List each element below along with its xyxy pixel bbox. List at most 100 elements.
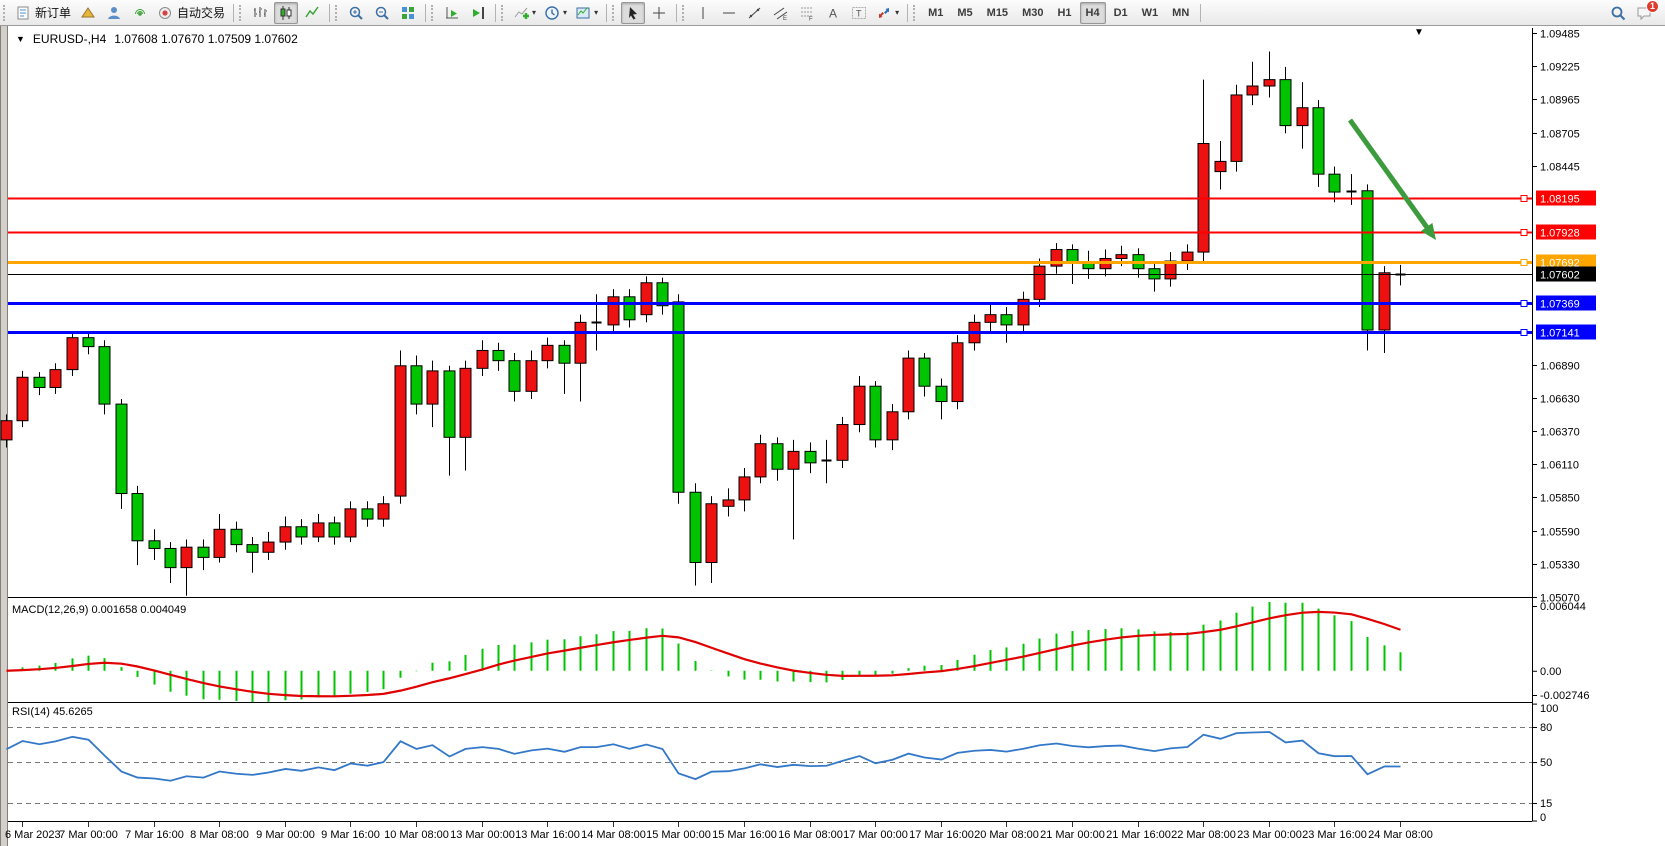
candle-body (1378, 272, 1391, 331)
chat-button[interactable]: 1 (1632, 0, 1659, 24)
chevron-down-icon[interactable]: ▾ (594, 8, 599, 17)
tf-button-m15[interactable]: M15 (981, 2, 1014, 24)
candle-body (492, 349, 505, 362)
line-chart-button[interactable] (300, 2, 324, 24)
candle-body (1115, 254, 1128, 259)
candle-body (82, 337, 95, 348)
candle-body (869, 385, 882, 441)
candle-body (672, 301, 685, 493)
arrow-annotation[interactable] (1347, 118, 1433, 234)
chevron-down-icon[interactable]: ▾ (895, 8, 900, 17)
autotrading-button[interactable]: 自动交易 (154, 2, 228, 24)
time-tick-label: 17 Mar 16:00 (909, 829, 974, 841)
toolbar-grip (3, 4, 8, 21)
linechart-icon (304, 5, 320, 21)
trendline-button[interactable] (743, 2, 767, 24)
fibonacci-button[interactable]: F (795, 2, 819, 24)
text-button[interactable]: A (821, 2, 845, 24)
candle-body (754, 443, 767, 478)
candle-body (197, 546, 210, 558)
price-tick-label: 1.06890 (1540, 361, 1580, 373)
bar-chart-button[interactable] (248, 2, 272, 24)
svg-text:F: F (809, 16, 813, 21)
cursor-button[interactable] (621, 1, 646, 24)
candlestick-chart-button[interactable] (274, 1, 299, 24)
equidistant-channel-button[interactable]: E (769, 2, 793, 24)
tiles-icon (400, 5, 416, 21)
zoom-in-button[interactable] (344, 2, 368, 24)
chevron-down-icon[interactable]: ▾ (532, 8, 537, 17)
toolbar-separator (425, 3, 427, 22)
line-handle[interactable] (1520, 259, 1528, 266)
arrows-icon (876, 5, 892, 21)
tile-windows-button[interactable] (396, 2, 420, 24)
templates-button[interactable]: ▾ (572, 2, 601, 24)
signals-button[interactable] (128, 2, 152, 24)
search-button[interactable] (1606, 2, 1630, 24)
person-icon (106, 5, 122, 21)
tf-button-m5[interactable]: M5 (951, 2, 978, 24)
price-line-tag-label: 1.07141 (1540, 328, 1580, 340)
time-tick-label: 20 Mar 08:00 (974, 829, 1039, 841)
vertical-line-button[interactable] (691, 2, 715, 24)
macd-axis-label: 0.006044 (1540, 601, 1586, 613)
candle-body (279, 526, 292, 543)
candle-body (607, 296, 620, 326)
notification-badge: 1 (1645, 0, 1659, 13)
tf-button-m30[interactable]: M30 (1016, 2, 1049, 24)
new-order-button-label: 新订单 (35, 6, 72, 20)
chevron-down-icon[interactable]: ▾ (563, 8, 568, 17)
cursor-icon (625, 5, 641, 21)
auto-scroll-button[interactable] (440, 2, 464, 24)
line-handle[interactable] (1520, 229, 1528, 236)
tf-button-h4[interactable]: H4 (1079, 1, 1106, 24)
chart-shift-button[interactable] (466, 2, 490, 24)
line-handle[interactable] (1520, 195, 1528, 202)
candle-body (558, 344, 571, 364)
toolbar-grip (682, 4, 687, 21)
tf-button-d1[interactable]: D1 (1108, 2, 1134, 24)
time-tick-label: 23 Mar 16:00 (1302, 829, 1367, 841)
rsi-axis-label: 100 (1540, 703, 1558, 715)
chart-shift-marker[interactable]: ▼ (1414, 27, 1424, 38)
candle-body (951, 342, 964, 403)
candle-body (541, 344, 554, 362)
chart-expander-icon[interactable]: ▼ (16, 34, 25, 44)
tf-button-m1[interactable]: M1 (922, 2, 949, 24)
indicators-button[interactable]: ▾ (510, 2, 539, 24)
price-tick-label: 1.05330 (1540, 560, 1580, 572)
line-handle[interactable] (1520, 300, 1528, 307)
zoom-out-button[interactable] (370, 2, 394, 24)
candle-body (1246, 85, 1259, 96)
tf-button-h1[interactable]: H1 (1051, 2, 1077, 24)
text-label-button[interactable]: T (847, 2, 871, 24)
candle-body (1214, 160, 1227, 173)
candle-body (394, 365, 407, 497)
candle-body (1033, 265, 1046, 300)
candle-body (213, 528, 226, 558)
tf-button-mn[interactable]: MN (1166, 2, 1195, 24)
candle-body (98, 346, 111, 405)
periods-button[interactable]: ▾ (541, 2, 570, 24)
horizontal-line-button[interactable] (717, 2, 741, 24)
candle-body (328, 522, 341, 538)
tf-button-w1[interactable]: W1 (1136, 2, 1165, 24)
candle-body (689, 491, 702, 564)
time-tick-label: 13 Mar 16:00 (515, 829, 580, 841)
crosshair-button[interactable] (647, 2, 671, 24)
textA-icon: A (825, 5, 841, 21)
candle-body (361, 508, 374, 520)
new-order-button[interactable]: 新订单 (12, 2, 74, 24)
labelT-icon: T (851, 5, 867, 21)
chart-symbol-label: EURUSD-,H4 (32, 32, 107, 46)
price-line-tag (1536, 295, 1596, 311)
arrow-annotation-head[interactable] (1420, 222, 1436, 240)
line-handle[interactable] (1520, 329, 1528, 336)
chart-title: ▼ EURUSD-,H4 1.07608 1.07670 1.07509 1.0… (16, 32, 298, 46)
macd-signal-line (6, 610, 1401, 698)
arrows-button[interactable]: ▾ (873, 2, 902, 24)
candle-body (508, 360, 521, 392)
navigator-button[interactable] (102, 2, 126, 24)
symbols-button[interactable] (76, 2, 100, 24)
